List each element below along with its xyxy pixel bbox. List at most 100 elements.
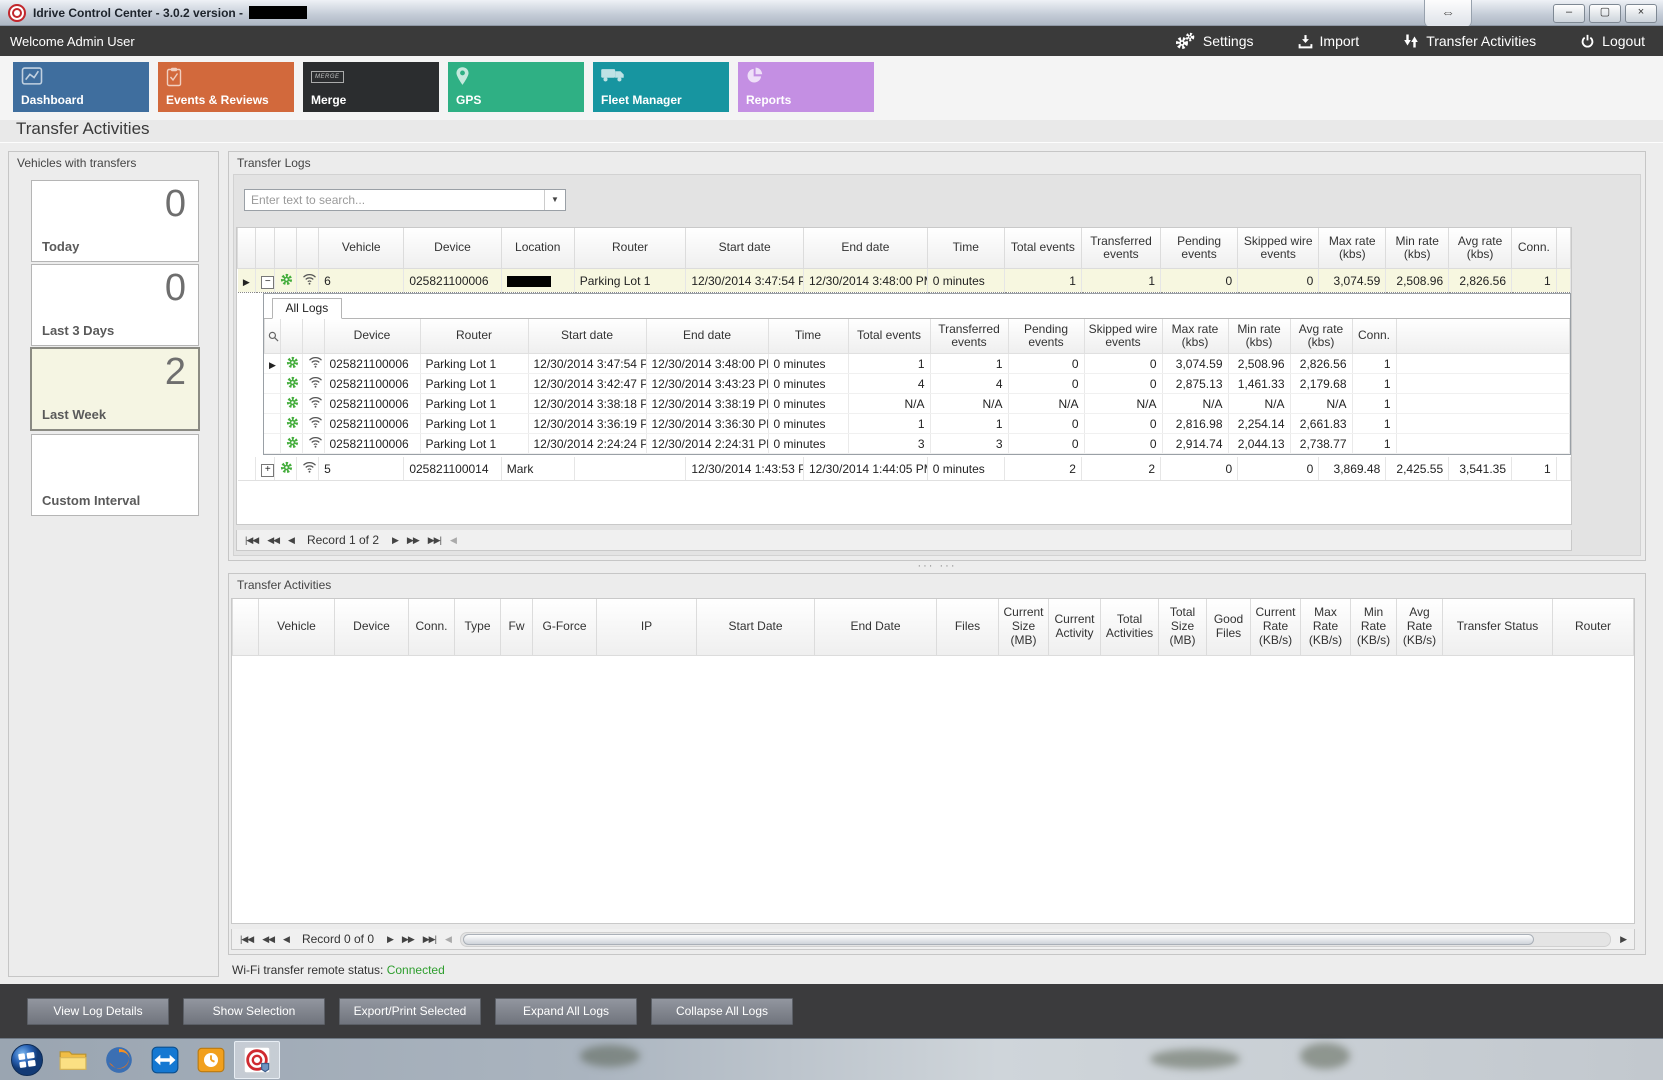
expand-box-icon[interactable]: + xyxy=(261,463,273,477)
nav-tile-reports[interactable]: Reports xyxy=(738,62,874,112)
import-button[interactable]: Import xyxy=(1298,33,1359,49)
column-header[interactable]: Start date xyxy=(527,319,647,354)
hscroll-right-arrow[interactable]: ▶ xyxy=(1620,933,1627,944)
column-header[interactable]: Max rate (kbs) xyxy=(1318,228,1387,269)
column-header[interactable]: Skipped wire events xyxy=(1083,319,1163,354)
pager-first-button[interactable]: |◀◀ xyxy=(240,933,254,944)
column-header[interactable] xyxy=(279,319,303,354)
column-header[interactable]: Avg rate (kbs) xyxy=(1448,228,1513,269)
idrive-app-icon[interactable] xyxy=(234,1040,280,1079)
outlook-icon[interactable] xyxy=(188,1041,234,1079)
pager-last-button[interactable]: ▶▶| xyxy=(422,933,437,944)
pager-last-button[interactable]: ▶▶| xyxy=(427,534,442,545)
column-header[interactable] xyxy=(255,228,275,269)
column-header[interactable] xyxy=(232,599,259,656)
teamviewer-icon[interactable] xyxy=(142,1041,188,1079)
column-header[interactable]: Total events xyxy=(847,319,931,354)
column-header[interactable]: Avg Rate (KB/s) xyxy=(1396,599,1443,656)
file-explorer-icon[interactable] xyxy=(50,1041,96,1079)
nav-tile-merge[interactable]: MERGE Merge xyxy=(303,62,439,112)
column-header[interactable]: IP xyxy=(596,599,697,656)
column-header[interactable]: Pending events xyxy=(1007,319,1085,354)
column-header[interactable]: Time xyxy=(767,319,849,354)
close-button[interactable]: × xyxy=(1625,4,1657,23)
filter-card-last-week[interactable]: 2 Last Week xyxy=(31,348,199,430)
column-header[interactable]: Total Size (MB) xyxy=(1158,599,1207,656)
column-header[interactable]: Transfer Status xyxy=(1442,599,1553,656)
column-header[interactable]: Router xyxy=(419,319,529,354)
pager-next-button[interactable]: ▶ xyxy=(392,534,399,545)
column-header[interactable] xyxy=(1395,319,1570,354)
transfer-log-row[interactable]: ▶ − 6 025821100006 Parking Lot 1 12/30/2… xyxy=(237,268,1571,293)
column-header[interactable]: Start Date xyxy=(696,599,815,656)
pager-first-button[interactable]: |◀◀ xyxy=(245,534,259,545)
column-header[interactable]: Total events xyxy=(1003,228,1082,269)
column-header[interactable] xyxy=(263,319,281,354)
all-logs-row[interactable]: 025821100006 Parking Lot 1 12/30/2014 3:… xyxy=(264,393,1570,414)
column-header[interactable]: Total Activities xyxy=(1100,599,1159,656)
column-header[interactable]: Transferred events xyxy=(929,319,1009,354)
search-magnifier-icon[interactable] xyxy=(268,331,279,345)
column-header[interactable]: Files xyxy=(936,599,999,656)
column-header[interactable]: G-Force xyxy=(532,599,597,656)
pager-prev-page-button[interactable]: ◀◀ xyxy=(262,933,275,944)
all-logs-row[interactable]: 025821100006 Parking Lot 1 12/30/2014 2:… xyxy=(264,433,1570,454)
column-header[interactable]: Max rate (kbs) xyxy=(1161,319,1229,354)
column-header[interactable]: Current Rate (KB/s) xyxy=(1250,599,1301,656)
column-header[interactable]: Min rate (kbs) xyxy=(1227,319,1291,354)
column-header[interactable]: Pending events xyxy=(1160,228,1239,269)
filter-card-today[interactable]: 0 Today xyxy=(31,180,199,262)
column-header[interactable]: Current Activity xyxy=(1048,599,1101,656)
nav-tile-gps[interactable]: GPS xyxy=(448,62,584,112)
pager-prev-button[interactable]: ◀ xyxy=(283,933,290,944)
nav-tile-dashboard[interactable]: Dashboard xyxy=(13,62,149,112)
collapse-all-logs-button[interactable]: Collapse All Logs xyxy=(651,997,793,1025)
all-logs-row[interactable]: 025821100006 Parking Lot 1 12/30/2014 3:… xyxy=(264,413,1570,434)
maximize-button[interactable]: ▢ xyxy=(1589,4,1621,23)
firefox-icon[interactable] xyxy=(96,1041,142,1079)
column-header[interactable]: Conn. xyxy=(1511,228,1557,269)
pager-next-page-button[interactable]: ▶▶ xyxy=(406,534,420,545)
remote-panel-handle[interactable]: ⇔ xyxy=(1424,0,1472,28)
column-header[interactable]: End date xyxy=(802,228,928,269)
column-header[interactable]: End Date xyxy=(814,599,937,656)
column-header[interactable]: Good Files xyxy=(1206,599,1251,656)
column-header[interactable]: Fw xyxy=(500,599,533,656)
transfer-activities-button[interactable]: Transfer Activities xyxy=(1403,33,1536,49)
column-header[interactable]: Device xyxy=(323,319,421,354)
column-header[interactable]: Avg rate (kbs) xyxy=(1289,319,1353,354)
column-header[interactable] xyxy=(1555,228,1571,269)
column-header[interactable]: Max Rate (KB/s) xyxy=(1300,599,1351,656)
column-header[interactable]: Router xyxy=(573,228,687,269)
filter-card-last-3-days[interactable]: 0 Last 3 Days xyxy=(31,264,199,346)
view-log-details-button[interactable]: View Log Details xyxy=(27,997,169,1025)
column-header[interactable] xyxy=(237,228,257,269)
logout-button[interactable]: Logout xyxy=(1580,33,1645,49)
combo-dropdown-arrow[interactable]: ▼ xyxy=(544,190,565,210)
collapse-box-icon[interactable]: − xyxy=(261,275,273,289)
hscroll-left-arrow[interactable]: ◀ xyxy=(444,933,452,944)
column-header[interactable]: Device xyxy=(334,599,409,656)
settings-button[interactable]: Settings xyxy=(1174,32,1254,50)
column-header[interactable]: Vehicle xyxy=(258,599,335,656)
filter-card-custom-interval[interactable]: Custom Interval xyxy=(31,434,199,516)
column-header[interactable]: Router xyxy=(1552,599,1634,656)
search-input[interactable] xyxy=(245,190,544,210)
show-selection-button[interactable]: Show Selection xyxy=(183,997,325,1025)
column-header[interactable]: Vehicle xyxy=(318,228,405,269)
column-header[interactable]: Min Rate (KB/s) xyxy=(1350,599,1397,656)
tab-all-logs[interactable]: All Logs xyxy=(271,298,343,319)
nav-tile-events-reviews[interactable]: Events & Reviews xyxy=(158,62,294,112)
scrollbar-thumb[interactable] xyxy=(462,933,1534,945)
column-header[interactable]: End date xyxy=(645,319,769,354)
column-header[interactable]: Conn. xyxy=(1351,319,1397,354)
pager-next-page-button[interactable]: ▶▶ xyxy=(401,933,415,944)
horizontal-scrollbar[interactable] xyxy=(459,931,1612,947)
all-logs-row[interactable]: ▶ 025821100006 Parking Lot 1 12/30/2014 … xyxy=(264,353,1570,374)
start-button[interactable] xyxy=(4,1041,50,1079)
column-header[interactable]: Type xyxy=(454,599,501,656)
column-header[interactable]: Skipped wire events xyxy=(1237,228,1320,269)
column-header[interactable] xyxy=(273,228,297,269)
hscroll-left-arrow[interactable]: ◀ xyxy=(449,534,457,545)
column-header[interactable]: Conn. xyxy=(408,599,455,656)
